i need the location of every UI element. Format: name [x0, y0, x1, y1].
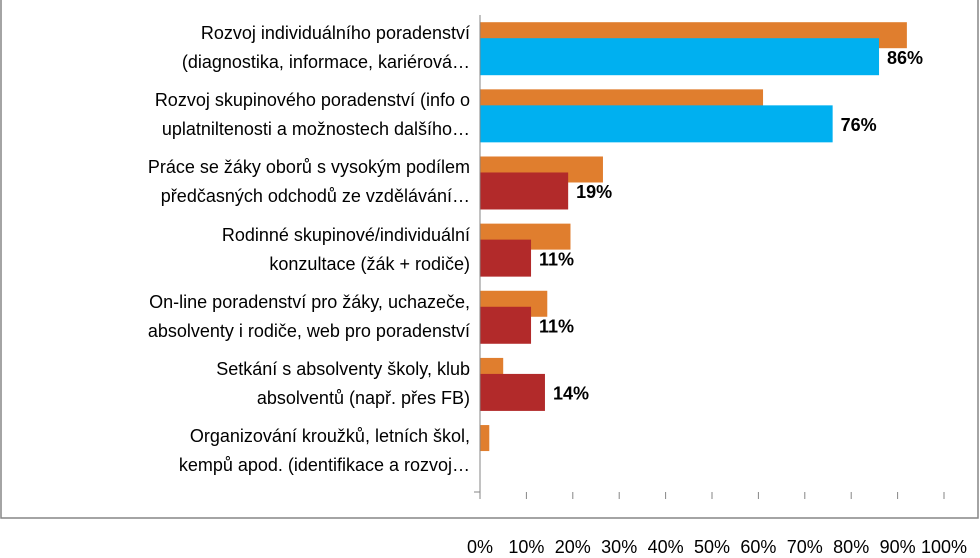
category-label: Rodinné skupinové/individuální konzultac… — [221, 224, 470, 274]
x-tick-label: 10% — [508, 537, 544, 557]
bar — [480, 306, 532, 344]
bar — [480, 38, 880, 76]
category-label: Organizování kroužků, letních škol, kemp… — [178, 426, 470, 476]
data-label: 19% — [576, 182, 612, 202]
data-label: 11% — [539, 317, 574, 337]
bar — [480, 425, 490, 452]
category-label: On-line poradenství pro žáky, uchazeče, … — [147, 291, 470, 341]
bar — [480, 373, 545, 411]
bar — [480, 105, 833, 143]
x-tick-label: 0% — [467, 537, 493, 557]
data-label: 14% — [553, 384, 589, 404]
category-label: Rozvoj skupinového poradenství (info o u… — [154, 90, 470, 140]
category-label: Setkání s absolventy školy, klub absolve… — [216, 358, 470, 408]
data-label: 86% — [887, 48, 923, 68]
data-label: 11% — [539, 249, 574, 269]
x-tick-label: 40% — [648, 537, 684, 557]
x-tick-label: 90% — [880, 537, 916, 557]
x-tick-label: 30% — [601, 537, 637, 557]
x-tick-label: 100% — [921, 537, 967, 557]
x-tick-label: 70% — [787, 537, 823, 557]
x-tick-label: 50% — [694, 537, 730, 557]
category-label: Rozvoj individuálního poradenství (diagn… — [181, 23, 470, 73]
chart-border — [0, 0, 979, 519]
data-label: 76% — [841, 115, 877, 135]
x-tick-label: 20% — [555, 537, 591, 557]
x-tick-label: 60% — [740, 537, 776, 557]
bar — [480, 172, 569, 210]
x-tick-label: 80% — [833, 537, 869, 557]
category-label: Práce se žáky oborů s vysokým podílem př… — [147, 157, 470, 207]
bar — [480, 239, 532, 277]
